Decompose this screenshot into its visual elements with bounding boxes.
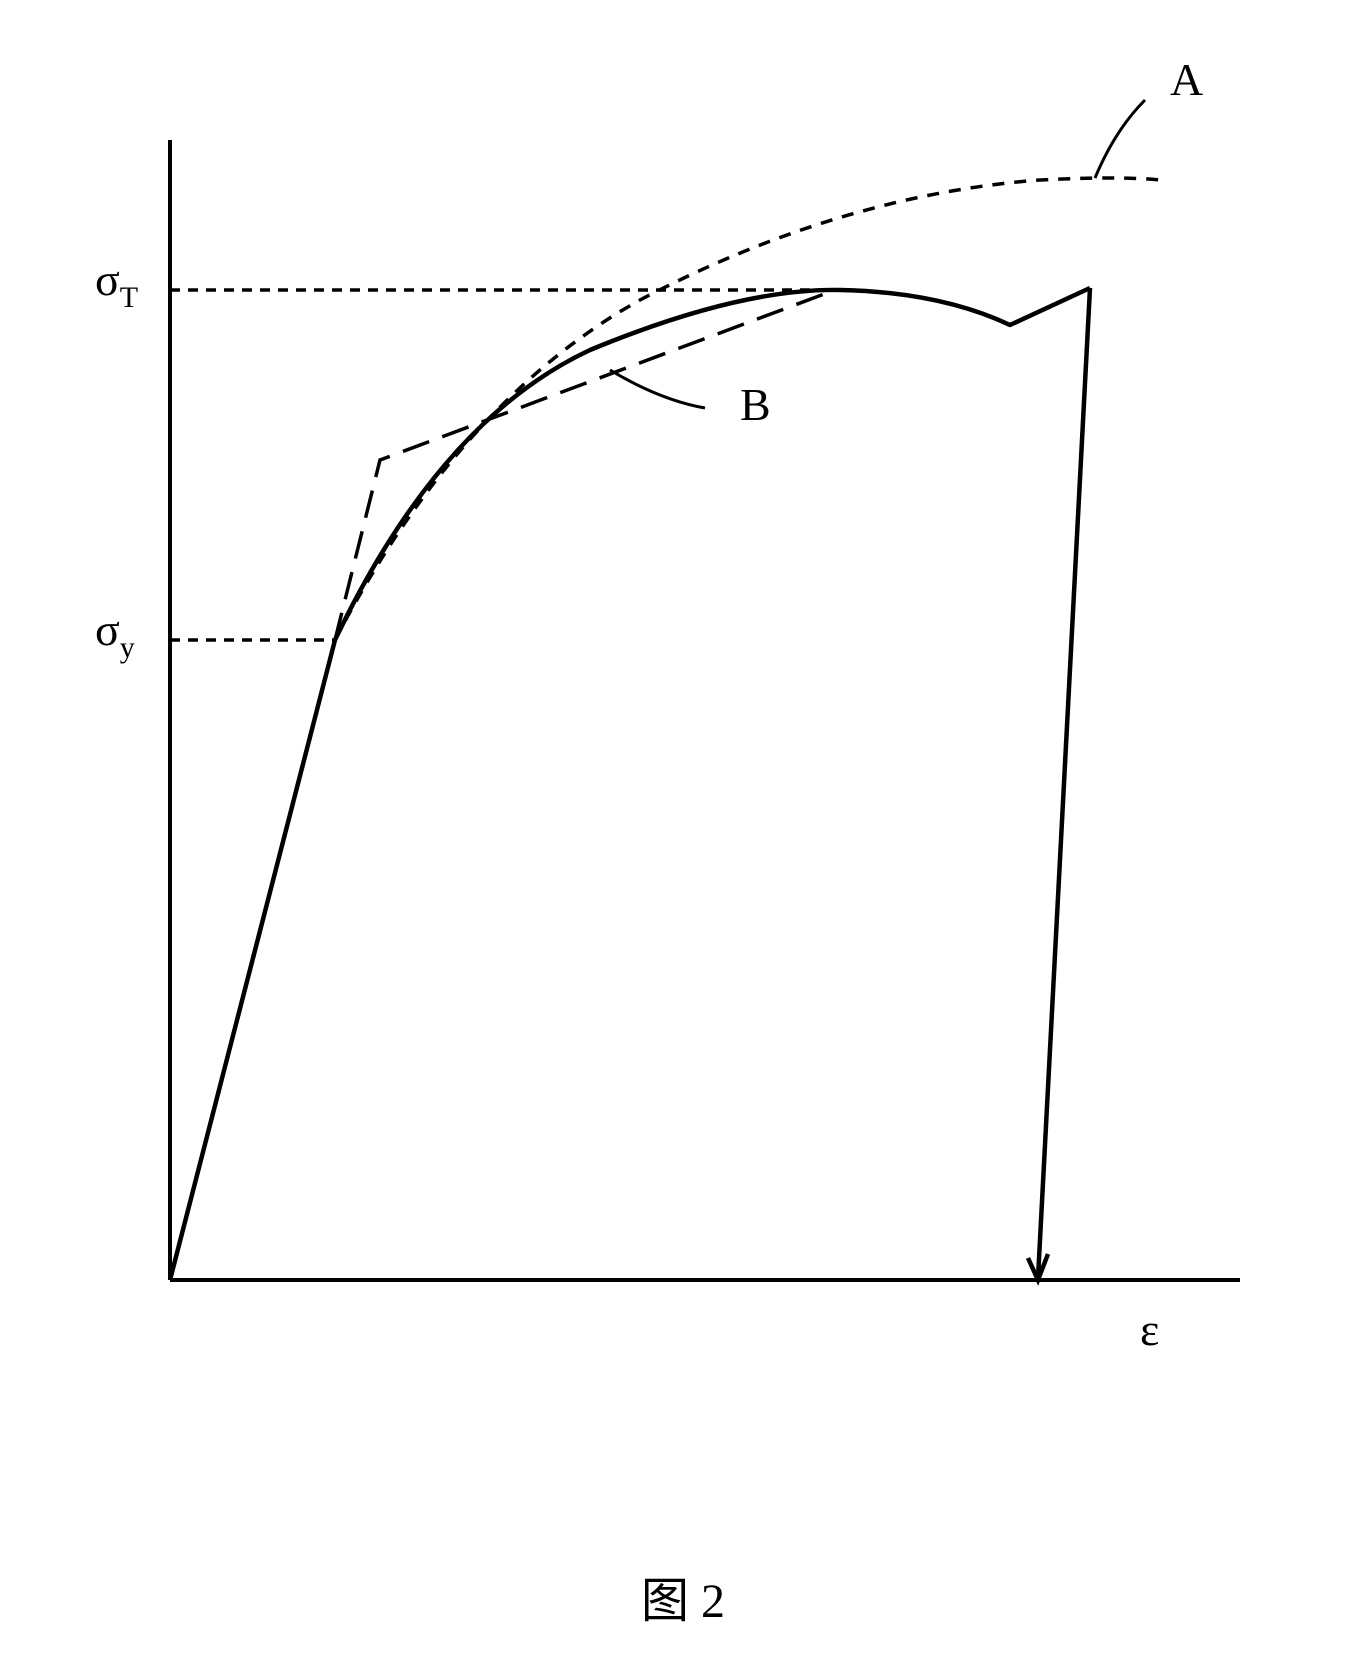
stress-strain-diagram: σT σy ε A B [40,40,1326,1541]
epsilon-label: ε [1140,1304,1159,1355]
sigma-y-label: σy [95,604,135,664]
sigma-t-label: σT [95,254,138,314]
curve-a-leader [1095,100,1145,178]
chart-svg: σT σy ε A B [40,40,1326,1360]
figure-caption: 图 2 [40,1561,1326,1631]
fracture-drop-line [1038,288,1090,1278]
curve-b-label: B [740,379,771,430]
curve-b [335,290,835,640]
curve-a-label: A [1170,54,1203,105]
main-stress-strain-curve [170,288,1090,1280]
curve-b-leader [610,370,705,408]
